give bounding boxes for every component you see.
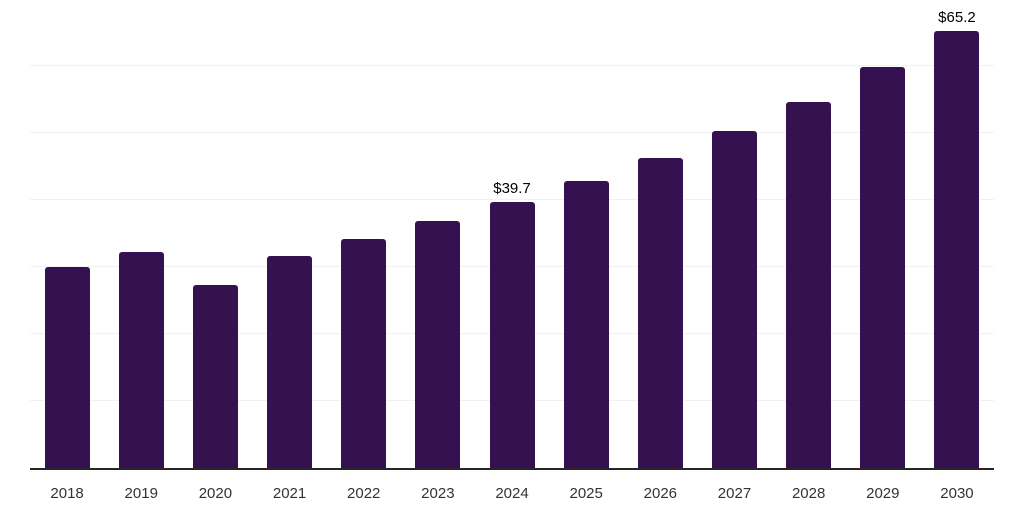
bar-2021 — [267, 256, 313, 468]
bar-slot-2020 — [178, 1, 252, 468]
bar-slot-2028 — [772, 1, 846, 468]
bar-slot-2019 — [104, 1, 178, 468]
gridline-60 — [30, 65, 994, 66]
x-tick-label-2019: 2019 — [124, 485, 158, 502]
x-tick-label-2018: 2018 — [50, 485, 84, 502]
x-tick-label-2024: 2024 — [495, 485, 529, 502]
x-tick-label-2028: 2028 — [791, 485, 826, 502]
bar-2029 — [860, 67, 906, 468]
bar-slot-2027 — [697, 1, 771, 468]
bar-slot-2026 — [623, 1, 697, 468]
bar-value-label-2030: $65.2 — [938, 9, 976, 27]
bar-2026 — [637, 157, 683, 468]
bar-2028 — [786, 101, 832, 468]
plot-area: $39.7 $65.2 — [30, 1, 994, 470]
bar-slot-2018 — [30, 1, 104, 468]
bar-value-label-2024: $39.7 — [493, 180, 531, 198]
bar-2030: $65.2 — [934, 9, 980, 468]
bar-slot-2023 — [401, 1, 475, 468]
bar-slot-2030: $65.2 — [920, 1, 994, 468]
x-tick-label-2020: 2020 — [198, 485, 233, 502]
x-tick-label-2029: 2029 — [866, 485, 900, 502]
bar-2023 — [415, 220, 461, 468]
bar-2018 — [44, 267, 90, 468]
bar-2024: $39.7 — [489, 180, 535, 468]
bar-slot-2022 — [327, 1, 401, 468]
bar-slot-2025 — [549, 1, 623, 468]
x-tick-label-2030: 2030 — [940, 485, 974, 502]
bar-slot-2021 — [252, 1, 326, 468]
bar-2022 — [341, 238, 387, 468]
x-tick-label-2025: 2025 — [569, 485, 603, 502]
bar-slot-2024: $39.7 — [475, 1, 549, 468]
bar-2025 — [563, 180, 609, 468]
x-tick-label-2026: 2026 — [643, 485, 678, 502]
gridline-40 — [30, 199, 994, 200]
x-tick-label-2022: 2022 — [347, 485, 381, 502]
bars: $39.7 $65.2 — [30, 1, 994, 468]
bar-2019 — [118, 252, 164, 468]
x-tick-label-2027: 2027 — [717, 485, 752, 502]
bar-slot-2029 — [846, 1, 920, 468]
x-tick-label-2023: 2023 — [421, 485, 455, 502]
bar-2027 — [711, 131, 757, 468]
x-tick-label-2021: 2021 — [272, 485, 307, 502]
x-axis-labels: 2018 2019 2020 2021 2022 2023 2024 2025 2026 2027… — [30, 472, 994, 502]
bar-2020 — [192, 285, 238, 468]
gridline-50 — [30, 132, 994, 133]
